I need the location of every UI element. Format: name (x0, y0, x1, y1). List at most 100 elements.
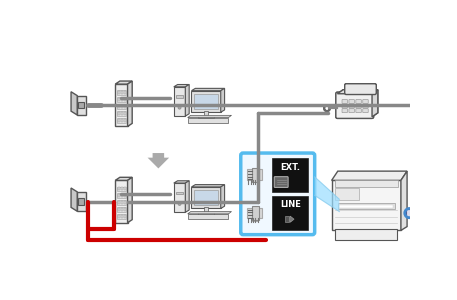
Bar (117, 104, 126, 109)
Bar (335, 180, 398, 187)
FancyBboxPatch shape (363, 109, 368, 112)
FancyBboxPatch shape (342, 104, 347, 108)
Bar (117, 112, 120, 115)
Bar (124, 201, 126, 204)
Bar (285, 216, 289, 222)
Polygon shape (191, 88, 224, 91)
Bar (117, 105, 120, 108)
FancyBboxPatch shape (356, 104, 361, 108)
Bar (124, 119, 126, 122)
Bar (117, 208, 120, 211)
Polygon shape (191, 184, 224, 187)
Polygon shape (332, 171, 407, 180)
Bar (272, 158, 308, 191)
Bar (174, 183, 186, 212)
Polygon shape (186, 85, 189, 116)
Bar (204, 111, 208, 117)
FancyBboxPatch shape (345, 84, 376, 94)
Bar (78, 102, 85, 108)
FancyBboxPatch shape (363, 104, 368, 108)
Bar (78, 199, 85, 205)
Polygon shape (128, 81, 132, 127)
Polygon shape (221, 88, 224, 112)
Bar (247, 169, 262, 180)
Bar (247, 208, 262, 218)
Bar (251, 218, 258, 221)
FancyBboxPatch shape (356, 100, 361, 104)
Bar (176, 191, 183, 194)
Bar (117, 98, 120, 101)
Bar (335, 188, 359, 200)
FancyBboxPatch shape (363, 100, 368, 104)
Bar (117, 97, 126, 102)
Bar (194, 190, 218, 206)
FancyBboxPatch shape (336, 92, 373, 118)
FancyBboxPatch shape (342, 109, 347, 112)
Bar (117, 201, 120, 204)
Bar (121, 215, 123, 218)
FancyBboxPatch shape (342, 109, 347, 112)
Bar (117, 215, 120, 218)
Text: EXT.: EXT. (280, 163, 300, 172)
FancyBboxPatch shape (342, 100, 347, 104)
Polygon shape (128, 177, 132, 223)
Bar (117, 200, 126, 205)
Polygon shape (186, 181, 189, 212)
FancyBboxPatch shape (349, 109, 354, 112)
Bar (117, 194, 126, 198)
FancyBboxPatch shape (349, 104, 354, 108)
FancyBboxPatch shape (349, 100, 354, 104)
Bar (124, 91, 126, 94)
Bar (121, 194, 123, 197)
Bar (117, 111, 126, 116)
FancyBboxPatch shape (251, 206, 259, 220)
Polygon shape (372, 90, 378, 117)
Polygon shape (401, 171, 407, 230)
FancyArrow shape (148, 153, 169, 168)
Bar (124, 98, 126, 101)
Bar (117, 118, 126, 123)
Bar (198, 212, 214, 214)
Text: LINE: LINE (280, 200, 301, 209)
Bar (124, 187, 126, 190)
Bar (121, 112, 123, 115)
FancyBboxPatch shape (274, 177, 288, 188)
Bar (339, 205, 393, 208)
Polygon shape (71, 188, 77, 211)
Polygon shape (115, 81, 132, 84)
Polygon shape (174, 85, 189, 87)
FancyBboxPatch shape (241, 153, 315, 235)
Bar (405, 209, 411, 217)
Bar (124, 105, 126, 108)
Bar (204, 207, 208, 213)
Bar (174, 87, 186, 116)
Circle shape (178, 106, 181, 109)
Bar (117, 187, 126, 191)
Bar (188, 118, 228, 123)
Bar (194, 94, 218, 109)
FancyBboxPatch shape (356, 100, 361, 104)
Bar (117, 187, 120, 190)
FancyBboxPatch shape (345, 84, 376, 94)
FancyBboxPatch shape (363, 100, 368, 104)
Bar (121, 187, 123, 190)
FancyBboxPatch shape (356, 104, 361, 108)
FancyBboxPatch shape (349, 104, 354, 108)
FancyBboxPatch shape (349, 100, 354, 104)
Bar (115, 84, 128, 127)
Bar (332, 180, 401, 230)
Bar (251, 180, 258, 182)
Polygon shape (372, 90, 378, 117)
FancyBboxPatch shape (251, 168, 259, 182)
Polygon shape (337, 90, 378, 94)
Bar (117, 119, 120, 122)
Bar (124, 112, 126, 115)
Bar (191, 187, 221, 208)
Polygon shape (315, 177, 339, 212)
Bar (117, 91, 120, 94)
FancyBboxPatch shape (336, 92, 373, 118)
Bar (117, 214, 126, 219)
FancyBboxPatch shape (342, 104, 347, 108)
FancyBboxPatch shape (342, 100, 347, 104)
Bar (121, 105, 123, 108)
